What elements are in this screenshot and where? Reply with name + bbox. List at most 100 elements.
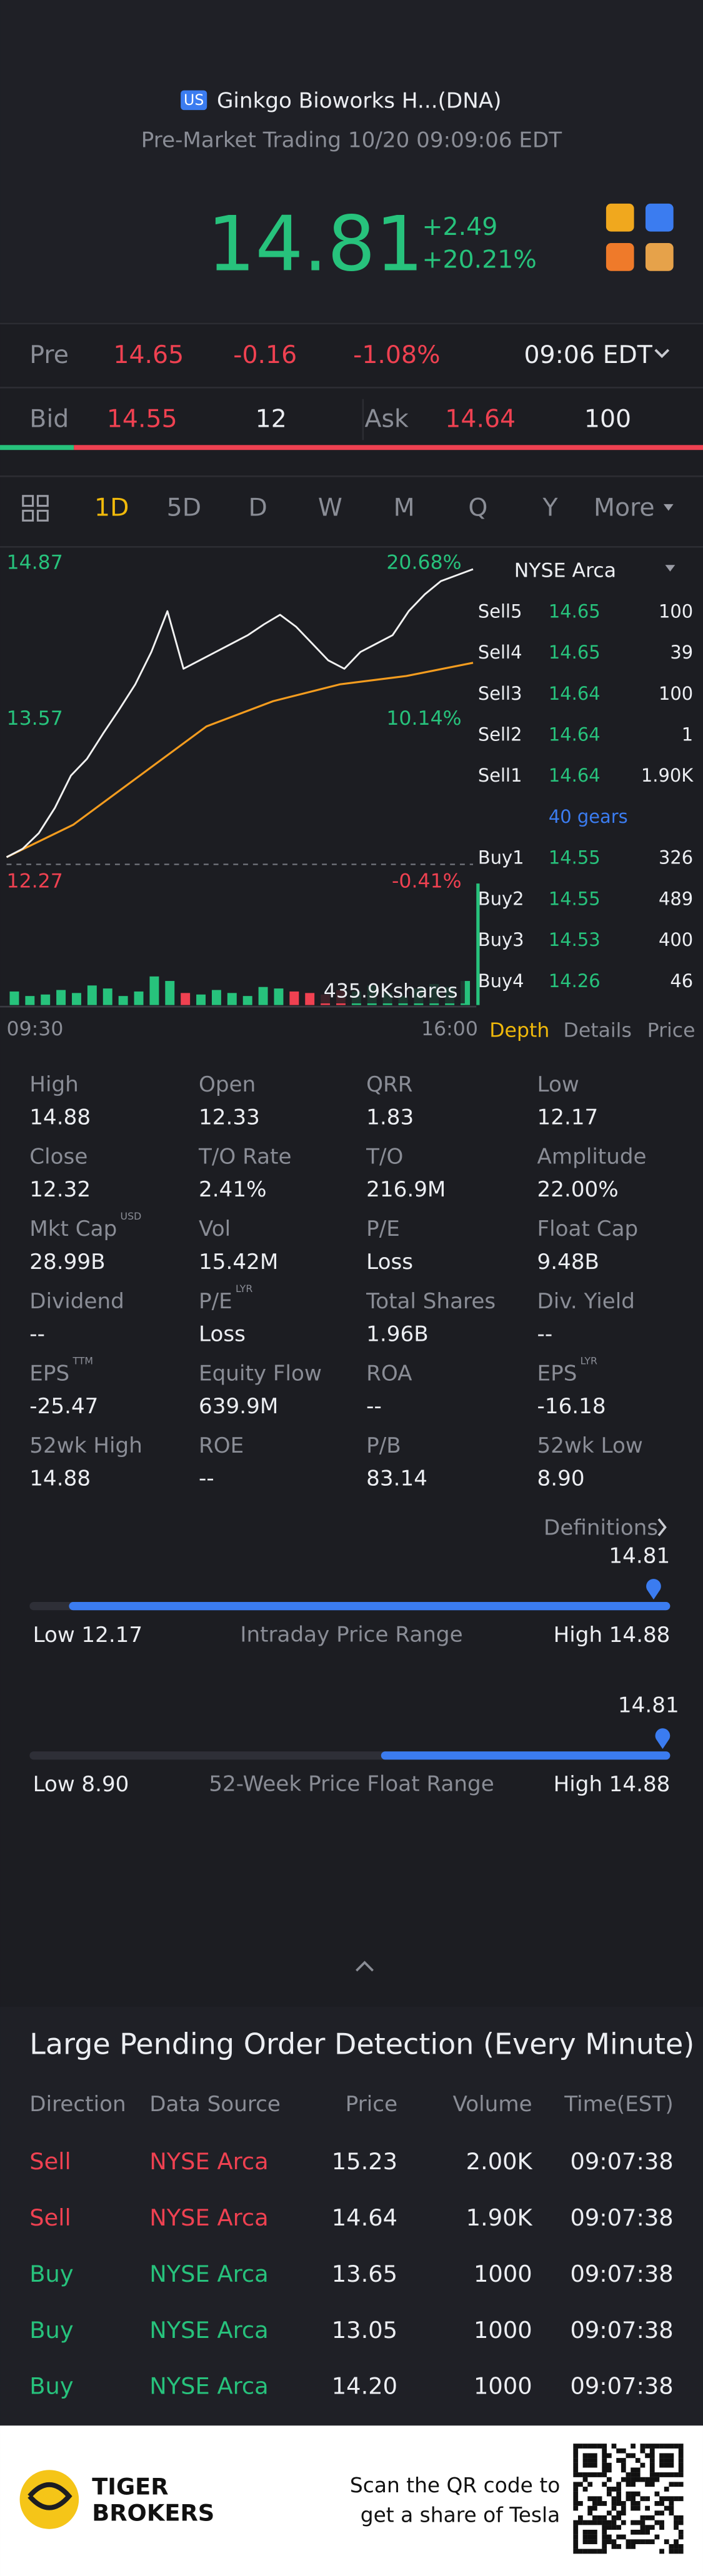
qr-module [626,2477,631,2482]
book-price: 14.64 [549,724,601,745]
dropdown-arrow[interactable] [665,565,676,572]
qr-module [659,2458,664,2463]
stat-value: 15.42M [199,1250,278,1275]
stat-label: Close [29,1145,87,1170]
chevron[interactable] [654,349,670,359]
stat-value: -- [537,1321,553,1346]
qr-module [606,2477,612,2482]
qr-module [573,2453,579,2459]
qr-module [592,2529,597,2535]
qr-module [602,2458,607,2463]
qr-module [635,2467,641,2473]
book-tab[interactable]: Price [647,1020,696,1042]
book-price: 14.55 [549,888,601,909]
qr-module [582,2529,588,2535]
qr-module [678,2462,684,2468]
qr-module [573,2529,579,2535]
volume-bar [274,988,284,1005]
range-fill [69,1602,671,1611]
qr-module [664,2487,669,2492]
stat-value: 639.9M [199,1394,278,1419]
stat-label: Low [537,1072,579,1097]
period-tab[interactable]: Q [468,493,487,522]
book-price: 14.65 [549,642,601,663]
order-cell: 1000 [474,2260,532,2287]
qr-module [664,2462,669,2468]
qr-module [674,2549,679,2554]
qr-module [626,2496,631,2502]
qr-module [674,2520,679,2525]
icon[interactable] [606,243,634,271]
period-tab[interactable]: More [594,493,655,522]
period-tab[interactable]: 5D [167,493,201,522]
qr-module [664,2505,669,2511]
qr-module [631,2467,636,2473]
qr-module [649,2467,655,2473]
qr-module [611,2487,617,2492]
stat-label-sup: USD [121,1210,142,1222]
qr-module [654,2501,660,2506]
exchange-selector[interactable]: NYSE Arca [514,560,616,582]
qr-module [582,2520,588,2525]
collapse-caret[interactable] [356,1961,374,1972]
qr-module [659,2501,664,2506]
book-tab[interactable]: Details [564,1020,632,1042]
stat-value: -- [199,1466,214,1491]
icon[interactable] [645,203,674,232]
stat-label: ROA [366,1361,412,1386]
stat-value: 216.9M [366,1177,446,1202]
icon[interactable] [606,203,634,232]
qr-module [602,2525,607,2530]
qr-module [626,2539,631,2545]
qr-module [635,2539,641,2545]
qr-module [640,2515,646,2520]
range-low: Low 8.90 [33,1772,129,1797]
book-tab[interactable]: Depth [489,1020,549,1042]
volume-bar [165,981,175,1005]
qr-module [669,2444,674,2449]
header-bg [0,0,703,322]
qr-module [631,2544,636,2549]
period-tab[interactable]: D [249,493,267,522]
qr-module [645,2482,650,2487]
qr-module [587,2482,593,2487]
qr-module [602,2472,607,2477]
qr-module [635,2529,641,2535]
qr-module [626,2491,631,2497]
stat-value: -- [366,1394,382,1419]
qr-module [631,2453,636,2459]
dropdown-arrow[interactable] [663,504,674,511]
book-price: 14.65 [549,600,601,622]
qr-module [678,2448,684,2454]
period-tab[interactable]: Y [542,493,559,522]
period-tab[interactable]: 1D [94,493,129,522]
grid-icon[interactable] [22,495,49,522]
qr-module [649,2444,655,2449]
stat-label: T/O [366,1145,403,1170]
period-tab[interactable]: W [318,493,342,522]
stat-label: EPS [29,1361,69,1386]
stat-label: P/B [366,1433,401,1458]
icon[interactable] [645,243,674,271]
qr-module [645,2453,650,2459]
bid-strength-bar [0,445,74,450]
period-tab[interactable]: M [394,493,415,522]
range-title: 52-Week Price Float Range [209,1772,494,1797]
definitions-link[interactable]: Definitions [544,1516,658,1541]
volume-bar [72,993,81,1005]
qr-module [674,2444,679,2449]
stat-label: Dividend [29,1289,124,1314]
qr-module [587,2462,593,2468]
qr-module [631,2520,636,2525]
book-gears[interactable]: 40 gears [549,806,628,827]
chevron[interactable] [657,1518,667,1536]
qr-module [616,2534,622,2540]
column-header: Volume [453,2092,532,2117]
qr-module [616,2501,622,2506]
volume-bar [227,993,237,1005]
qr-module [592,2462,597,2468]
qr-module [573,2467,579,2473]
qr-module [640,2496,646,2502]
qr-module [587,2520,593,2525]
volume-bar [118,996,128,1005]
